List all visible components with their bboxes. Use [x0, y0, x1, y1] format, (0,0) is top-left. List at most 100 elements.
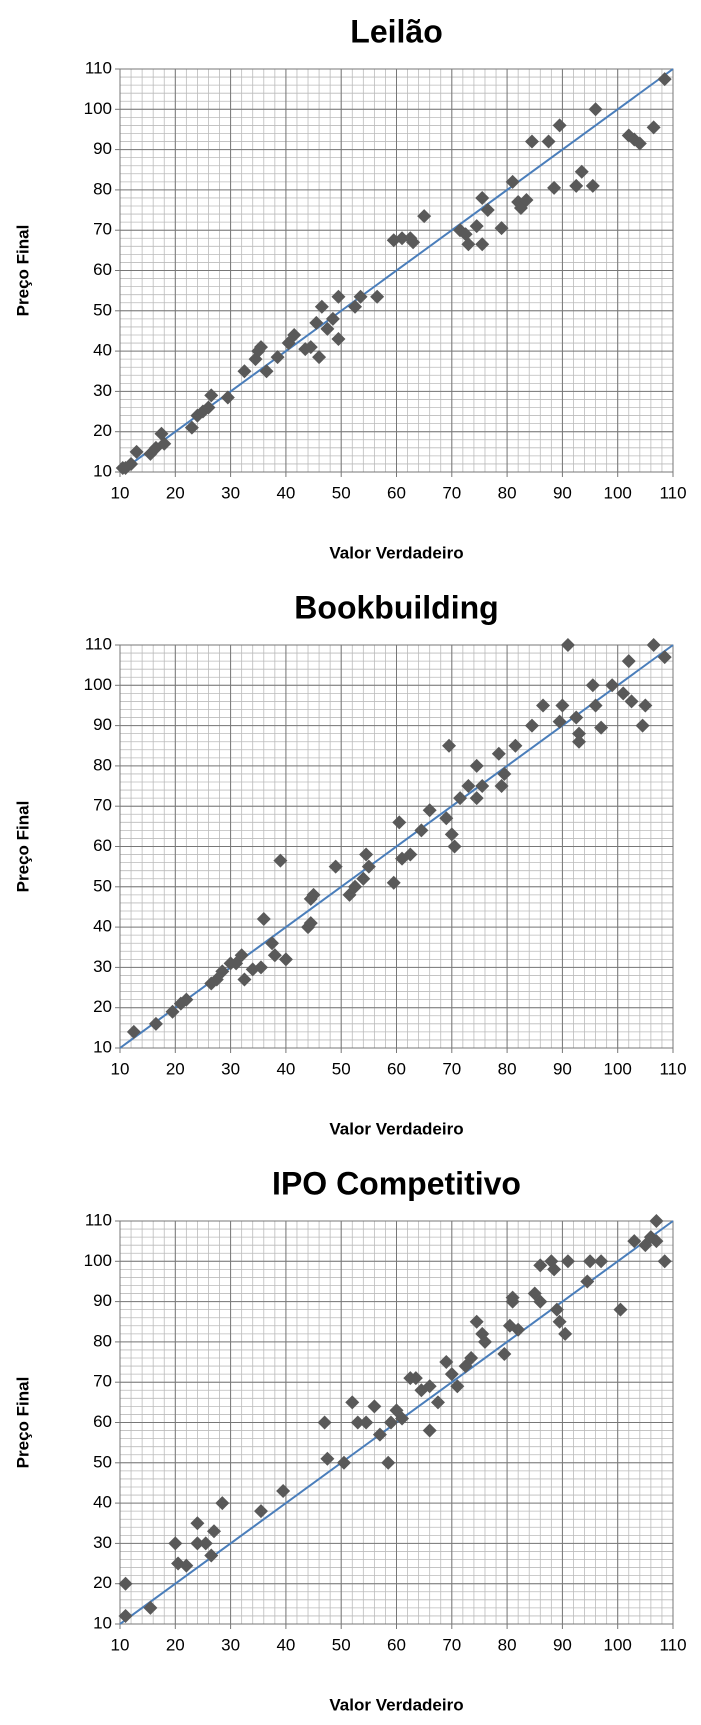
y-tick-label: 50 — [93, 1452, 112, 1471]
point — [259, 364, 274, 379]
x-tick-label: 10 — [111, 1059, 130, 1078]
point — [306, 887, 321, 902]
point — [325, 311, 340, 326]
point — [303, 340, 318, 355]
point — [594, 1254, 609, 1269]
point — [571, 726, 586, 741]
point — [505, 174, 520, 189]
x-tick-label: 110 — [659, 1635, 686, 1654]
x-tick-label: 80 — [498, 483, 517, 502]
y-tick-label: 30 — [93, 957, 112, 976]
x-tick-label: 30 — [221, 1059, 240, 1078]
x-tick-label: 110 — [659, 483, 686, 502]
point — [464, 1351, 479, 1366]
point — [624, 694, 639, 709]
y-axis-label: Preço Final — [13, 1377, 32, 1469]
x-axis-label: Valor Verdadeiro — [329, 1119, 463, 1138]
point — [475, 779, 490, 794]
point — [220, 390, 235, 405]
chart-title: Leilão — [350, 13, 442, 49]
x-tick-label: 90 — [553, 1059, 572, 1078]
point — [574, 164, 589, 179]
point — [267, 948, 282, 963]
x-tick-label: 10 — [111, 1635, 130, 1654]
x-tick-label: 60 — [387, 483, 406, 502]
point — [533, 1294, 548, 1309]
point — [605, 678, 620, 693]
y-tick-label: 60 — [93, 260, 112, 279]
y-tick-label: 60 — [93, 1412, 112, 1431]
point — [560, 1254, 575, 1269]
point — [381, 1455, 396, 1470]
point — [447, 839, 462, 854]
x-tick-label: 100 — [604, 483, 632, 502]
point — [303, 916, 318, 931]
point — [148, 1016, 163, 1031]
point — [237, 364, 252, 379]
point — [251, 344, 266, 359]
x-tick-label: 80 — [498, 1635, 517, 1654]
point — [583, 1254, 598, 1269]
point — [508, 738, 523, 753]
x-tick-label: 30 — [221, 1635, 240, 1654]
point — [422, 1423, 437, 1438]
y-tick-label: 100 — [84, 1251, 112, 1270]
point — [555, 698, 570, 713]
point — [505, 1294, 520, 1309]
point — [511, 1322, 526, 1337]
y-tick-label: 10 — [93, 1037, 112, 1056]
x-tick-label: 100 — [604, 1059, 632, 1078]
point — [157, 436, 172, 451]
y-tick-label: 70 — [93, 796, 112, 815]
x-tick-label: 60 — [387, 1635, 406, 1654]
y-axis-label: Preço Final — [13, 801, 32, 893]
point — [403, 847, 418, 862]
point — [461, 237, 476, 252]
point — [594, 720, 609, 735]
point — [317, 1415, 332, 1430]
point — [198, 1536, 213, 1551]
point — [168, 1536, 183, 1551]
point — [552, 118, 567, 133]
x-tick-label: 90 — [553, 483, 572, 502]
point — [350, 1415, 365, 1430]
point — [439, 1355, 454, 1370]
y-tick-label: 60 — [93, 836, 112, 855]
point — [524, 134, 539, 149]
point — [278, 952, 293, 967]
y-tick-label: 80 — [93, 179, 112, 198]
x-tick-label: 40 — [276, 1059, 295, 1078]
point — [646, 638, 661, 652]
x-tick-label: 20 — [166, 1059, 185, 1078]
point — [129, 444, 144, 459]
x-tick-label: 60 — [387, 1059, 406, 1078]
point — [395, 231, 410, 246]
point — [442, 738, 457, 753]
y-tick-label: 110 — [85, 634, 112, 653]
point — [312, 350, 327, 365]
x-tick-label: 100 — [604, 1635, 632, 1654]
point — [276, 1484, 291, 1499]
point — [649, 1214, 664, 1228]
point — [370, 289, 385, 304]
y-tick-label: 80 — [93, 1331, 112, 1350]
point — [143, 1600, 158, 1615]
chart: IPO Competitivo 10 20 30 40 50 60 70 80 90 100 110 1… — [13, 1165, 686, 1714]
point — [179, 992, 194, 1007]
point — [314, 299, 329, 314]
point — [560, 638, 575, 652]
point — [215, 964, 230, 979]
point — [348, 299, 363, 314]
point — [491, 746, 506, 761]
y-tick-label: 70 — [93, 220, 112, 239]
point — [477, 1334, 492, 1349]
point — [552, 714, 567, 729]
point — [569, 710, 584, 725]
point — [469, 791, 484, 806]
x-axis-label: Valor Verdadeiro — [329, 1695, 463, 1714]
point — [320, 321, 335, 336]
x-tick-label: 10 — [111, 483, 130, 502]
point — [417, 209, 432, 224]
point — [638, 698, 653, 713]
